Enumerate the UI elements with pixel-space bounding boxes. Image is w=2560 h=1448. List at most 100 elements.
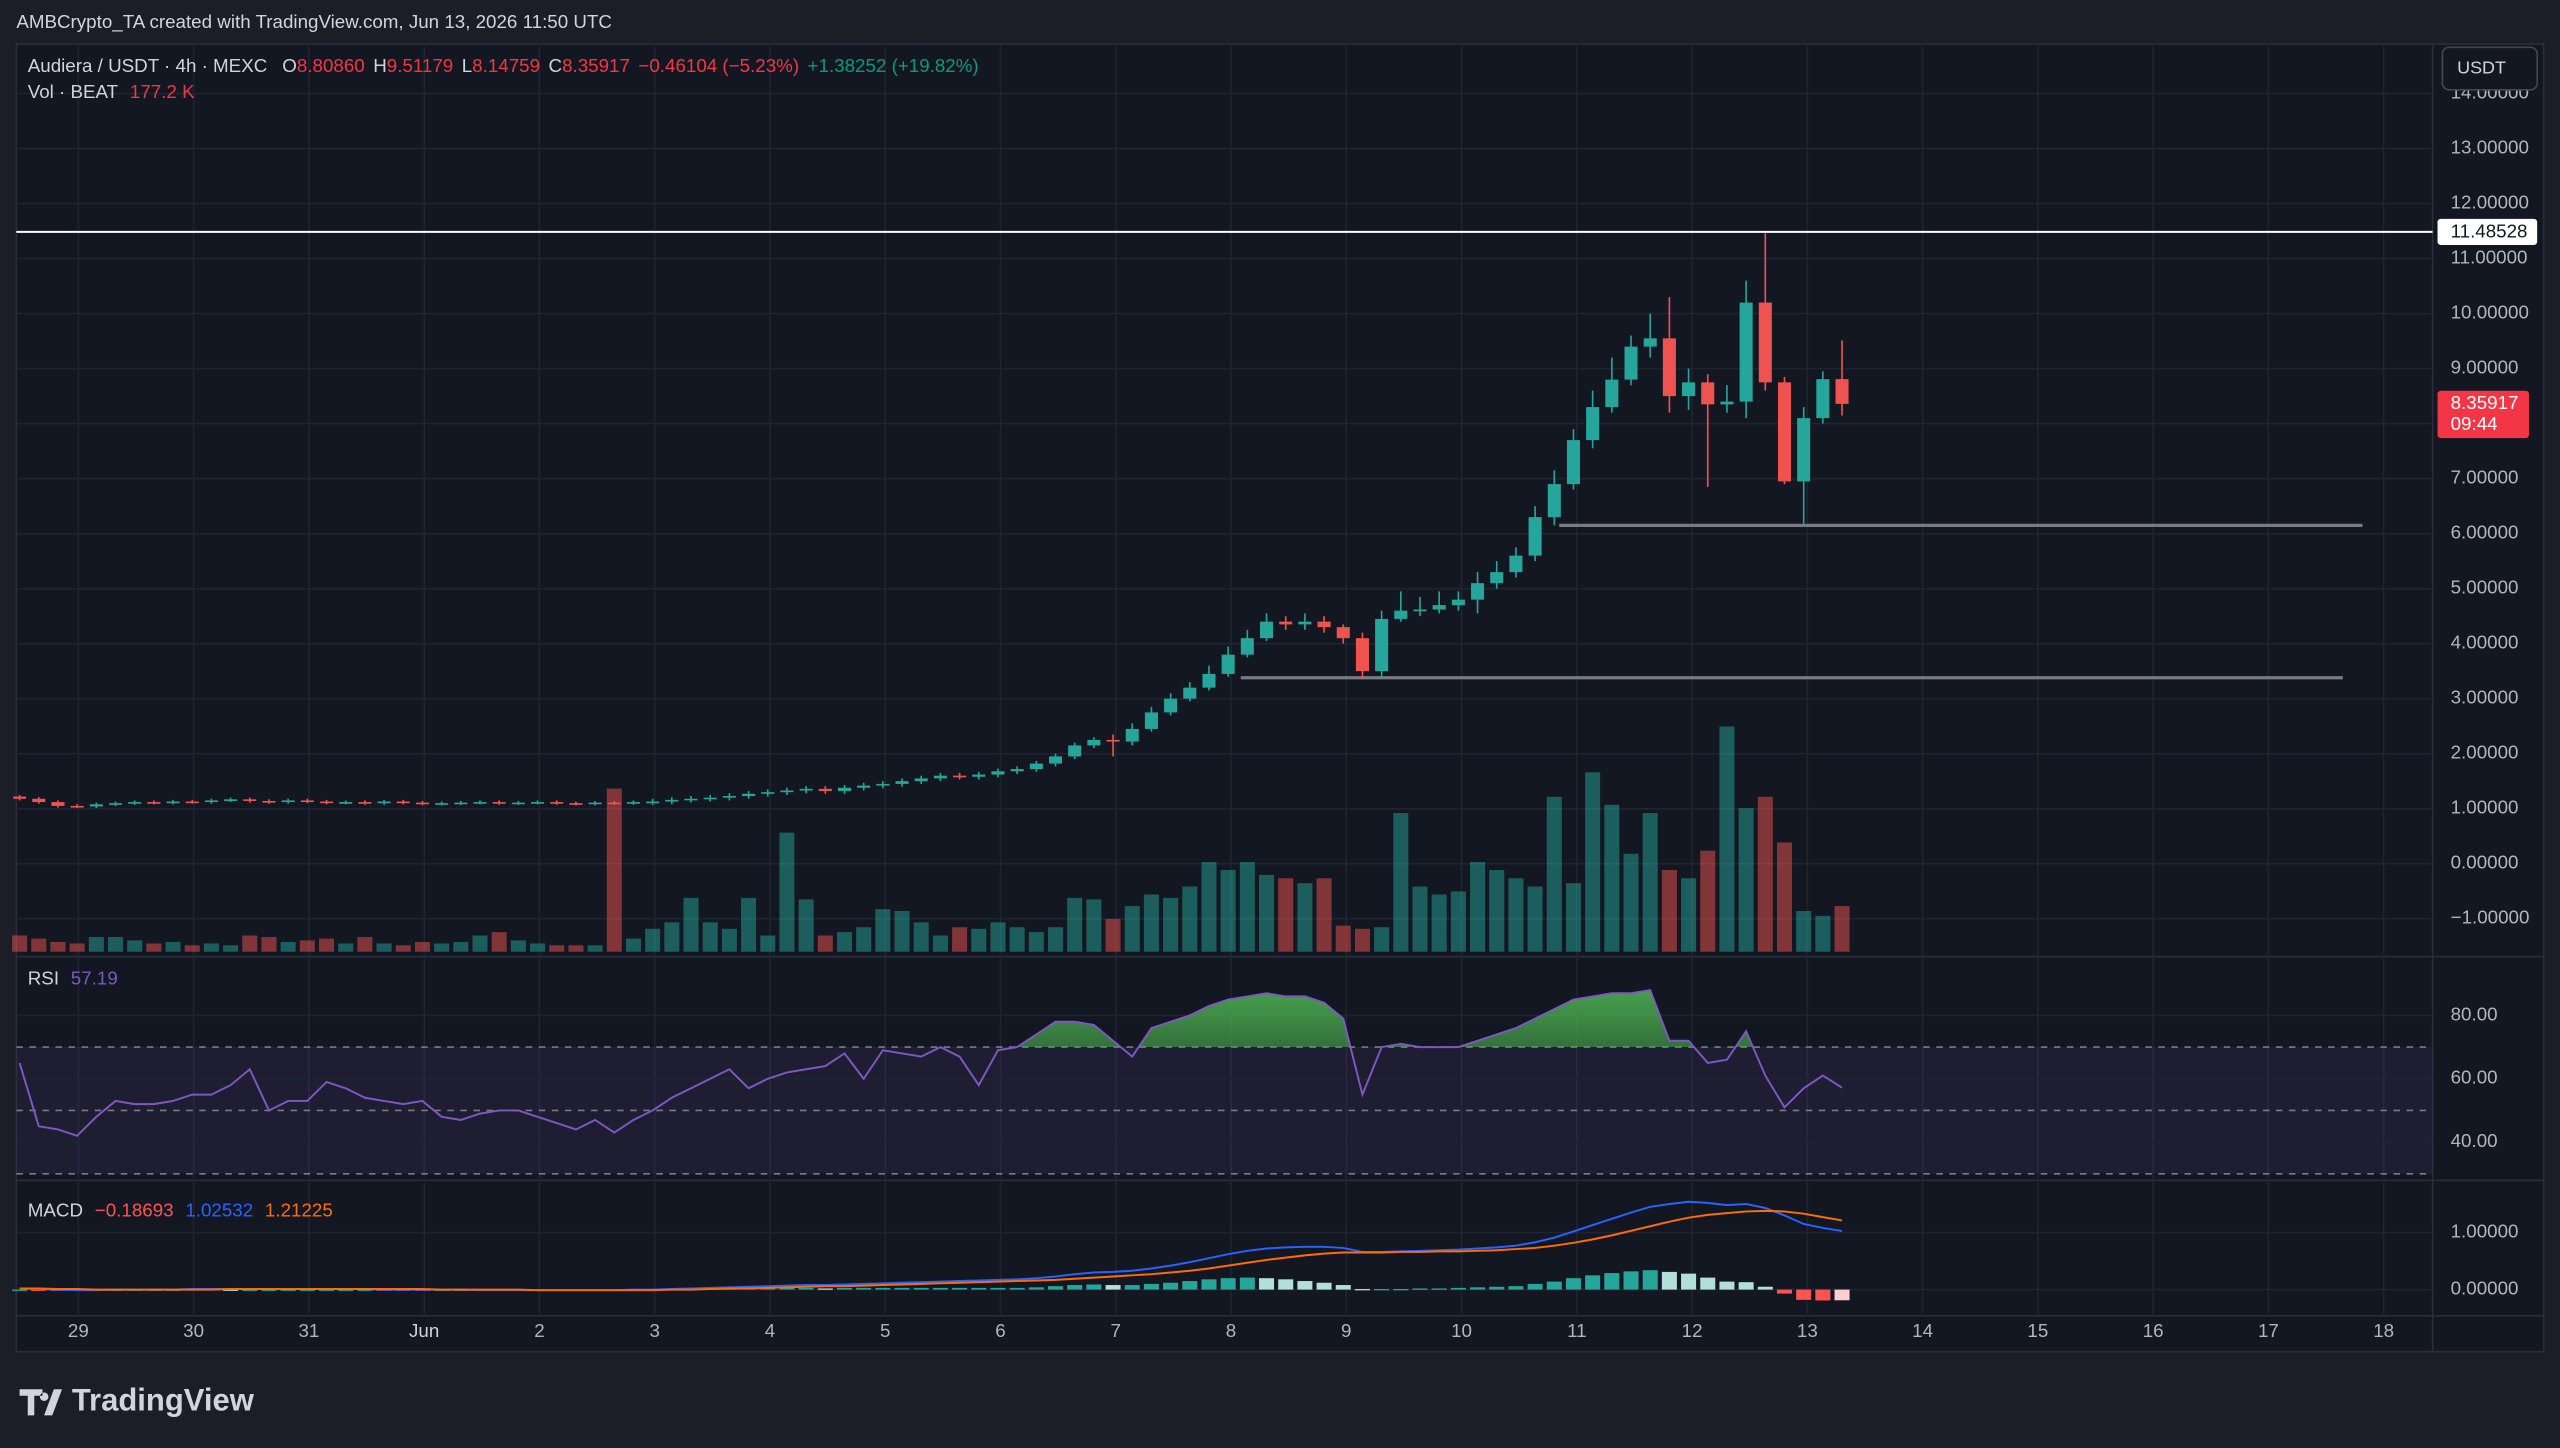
macd-title: MACD — [28, 1199, 83, 1220]
macd-histogram-bar — [299, 1289, 315, 1291]
candle-body — [953, 775, 967, 778]
candle-body — [1758, 302, 1772, 383]
time-label: 12 — [1682, 1320, 1703, 1341]
currency-button[interactable] — [2441, 46, 2538, 91]
macd-value: 1.02532 — [185, 1199, 253, 1220]
time-label: 7 — [1111, 1320, 1121, 1341]
macd-histogram-bar — [1527, 1283, 1543, 1290]
macd-histogram-bar — [1757, 1286, 1773, 1290]
candle-body — [1183, 687, 1197, 699]
macd-histogram-bar — [1834, 1289, 1850, 1301]
time-label: 6 — [995, 1320, 1005, 1341]
volume-bar — [587, 945, 603, 952]
rsi-overbought-fill — [1017, 990, 1753, 1048]
macd-histogram-bar — [1604, 1273, 1620, 1290]
candle-body — [1528, 517, 1542, 556]
price-tick-label: 12.00000 — [2451, 192, 2529, 213]
candle-body — [895, 781, 909, 784]
candle-body — [1547, 484, 1561, 518]
volume-bar — [1239, 862, 1255, 952]
volume-bar — [1431, 894, 1447, 952]
ohlc-value: 8.14759 — [472, 55, 540, 76]
rsi-legend: RSI 57.19 — [28, 967, 118, 988]
change: −0.46104 (−5.23%) — [638, 55, 799, 76]
macd-histogram-bar — [779, 1287, 795, 1290]
candle-body — [396, 801, 410, 804]
macd-histogram-bar — [1278, 1279, 1294, 1290]
candle-body — [147, 802, 161, 804]
ohlc-key: C — [549, 55, 563, 76]
candle-body — [972, 774, 986, 777]
volume-bar — [1220, 870, 1236, 952]
time-label: 4 — [765, 1320, 775, 1341]
volume-bar — [1815, 915, 1831, 952]
volume-bar — [1470, 862, 1486, 952]
candle-body — [626, 802, 640, 804]
candle-body — [473, 802, 487, 804]
volume-bar — [913, 922, 929, 952]
macd-histogram-bar — [1067, 1285, 1083, 1290]
candle-body — [128, 802, 142, 804]
volume-bar — [1182, 886, 1198, 952]
volume-bar — [625, 938, 641, 952]
volume-bar — [69, 943, 85, 952]
volume-bar — [721, 928, 737, 952]
macd-tick-label: 0.00000 — [2451, 1278, 2519, 1299]
candle-body — [108, 803, 123, 805]
volume-bar — [299, 940, 315, 952]
macd-histogram-bar — [1048, 1286, 1064, 1290]
volume-bar — [1565, 883, 1581, 952]
volume-bar — [127, 940, 143, 952]
macd-histogram-bar — [952, 1287, 968, 1290]
macd-histogram-bar — [798, 1287, 814, 1290]
volume-bar — [1067, 897, 1083, 952]
candle-body — [492, 802, 506, 804]
macd-histogram-bar — [1681, 1273, 1697, 1290]
candle-body — [377, 801, 391, 804]
candle-body — [1221, 654, 1235, 674]
candle-body — [281, 800, 295, 803]
candle-body — [742, 793, 756, 797]
candle-body — [1029, 763, 1043, 770]
volume-bar — [568, 945, 584, 952]
line-label-box — [2437, 218, 2538, 245]
volume-bar — [971, 928, 987, 952]
macd-histogram-bar — [1105, 1285, 1121, 1290]
ohlc-key: H — [373, 55, 387, 76]
candle-body — [646, 801, 660, 804]
candle-body — [1413, 609, 1427, 612]
volume-bar — [1105, 918, 1121, 952]
volume-bar — [1738, 808, 1754, 952]
volume-bar — [184, 945, 200, 952]
candle-body — [1701, 382, 1715, 405]
candle-body — [837, 787, 852, 792]
volume-bar — [1546, 796, 1562, 952]
candle-body — [876, 783, 890, 786]
macd-histogram-bar — [1470, 1287, 1486, 1290]
candle-body — [818, 788, 832, 792]
macd-histogram-bar — [1086, 1284, 1102, 1290]
candle-body — [415, 802, 429, 805]
time-label: 8 — [1226, 1320, 1236, 1341]
currency-label[interactable]: USDT — [2457, 57, 2506, 77]
price-tick-label: 11.00000 — [2451, 247, 2528, 268]
volume-bar — [31, 938, 47, 952]
candle-body — [1662, 338, 1676, 397]
macd-histogram-bar — [1661, 1271, 1677, 1290]
signal-value: 1.21225 — [265, 1199, 333, 1220]
volume-bar — [702, 922, 718, 952]
volume-bar — [1834, 906, 1850, 952]
candle-body — [1720, 401, 1734, 405]
candle-body — [607, 802, 621, 805]
macd-histogram-bar — [1201, 1279, 1217, 1290]
volume-bar — [894, 911, 910, 952]
candle-body — [454, 802, 468, 805]
volume-bar — [875, 909, 891, 952]
macd-histogram-bar — [875, 1287, 891, 1290]
volume-bar — [1143, 894, 1159, 952]
candle-body — [1125, 728, 1139, 742]
candle-body — [722, 796, 736, 798]
macd-histogram-bar — [1220, 1278, 1236, 1290]
volume-bar — [357, 937, 373, 952]
